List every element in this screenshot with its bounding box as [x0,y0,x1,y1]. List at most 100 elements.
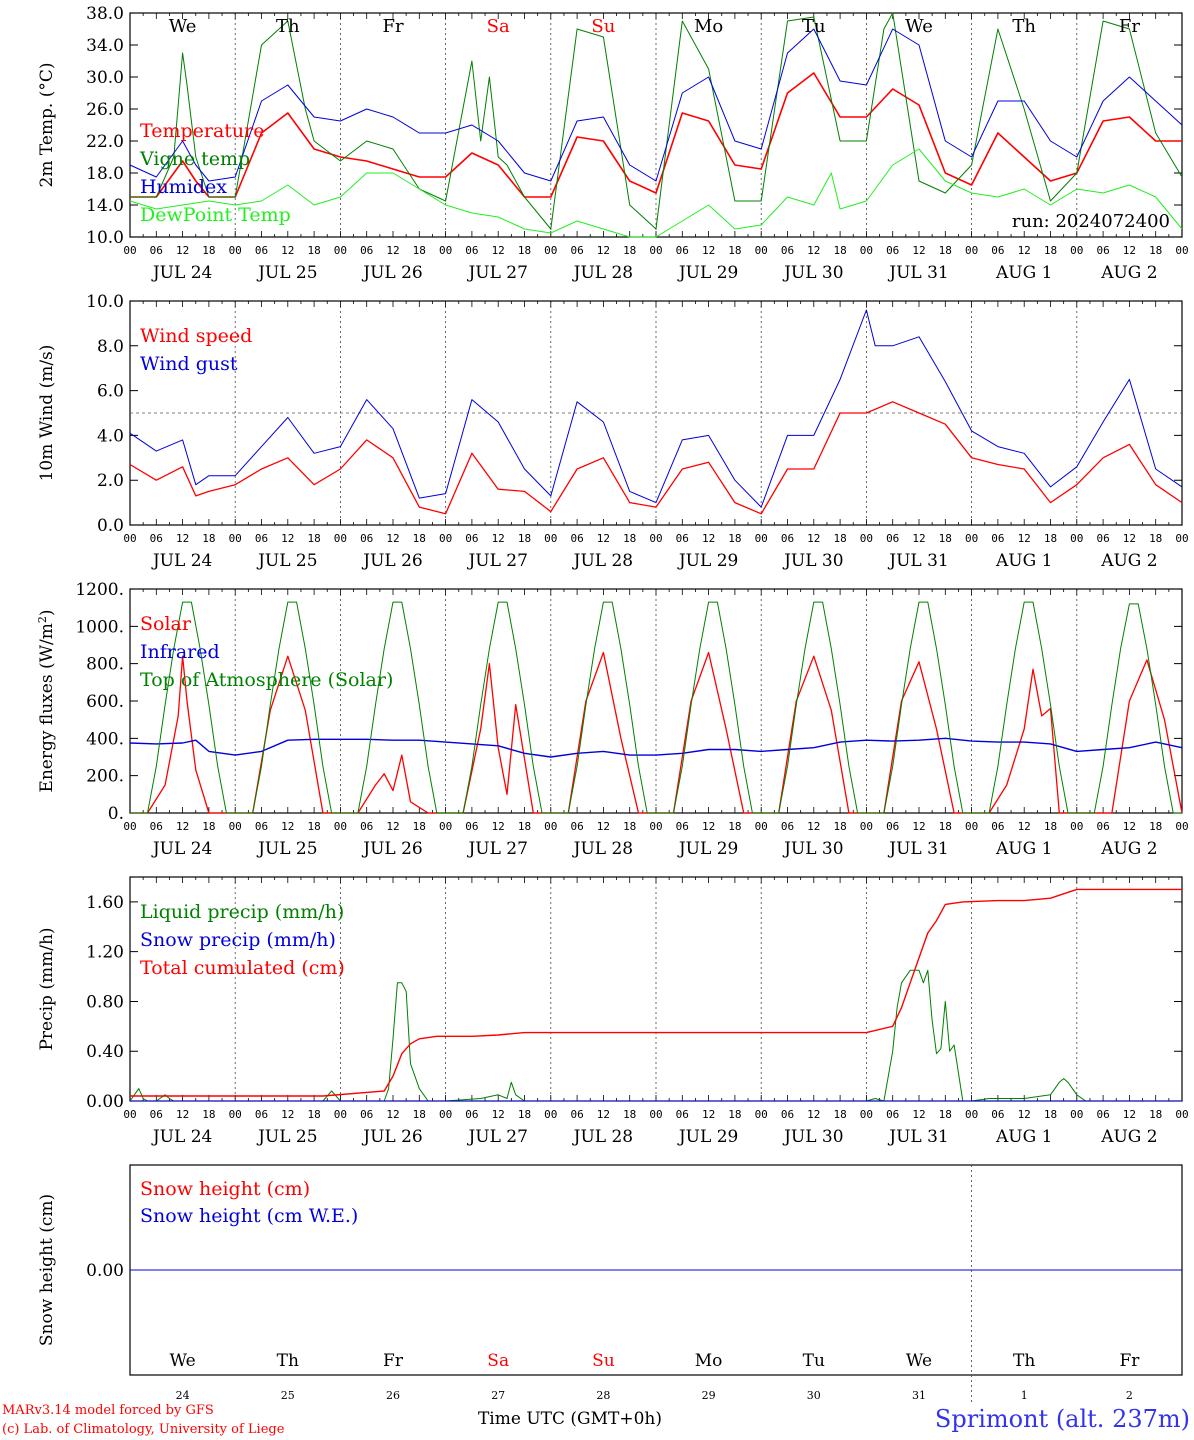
x-axis-title: Time UTC (GMT+0h) [478,1409,662,1429]
hour-tick-label: 06 [255,820,268,833]
hour-tick-label: 00 [123,244,136,257]
date-label: JUL 30 [782,551,843,571]
y-tick-label: 0.0 [97,516,124,536]
hour-tick-label: 18 [518,532,531,545]
y-axis-label: 2m Temp. (°C) [37,62,57,187]
legend-entry: Wind speed [140,325,252,347]
date-label: AUG 1 [995,551,1052,571]
hour-tick-label: 06 [886,820,899,833]
hour-tick-label: 18 [518,820,531,833]
hour-tick-label: 00 [123,532,136,545]
legend-entry: Snow height (cm) [140,1178,310,1200]
legend-entry: Wind gust [140,353,238,375]
hour-tick-label: 00 [965,1108,978,1121]
date-label: JUL 30 [782,263,843,283]
hour-tick-label: 00 [755,1108,768,1121]
day-number-label: 27 [491,1389,505,1402]
hour-tick-label: 18 [1149,820,1162,833]
hour-tick-label: 18 [623,820,636,833]
y-tick-label: 30.0 [86,68,124,88]
hour-tick-label: 00 [1175,532,1188,545]
day-number-label: 31 [912,1389,926,1402]
hour-tick-label: 06 [991,820,1004,833]
hour-tick-label: 06 [991,1108,1004,1121]
hour-tick-label: 18 [623,532,636,545]
meteogram-panels: 00 06 12 18 00 06 12 18 00 06 12 18 00 06 12 18 00 06 12 18… [36,4,1189,1405]
hour-tick-label: 12 [807,1108,820,1121]
hour-tick-label: 18 [1149,1108,1162,1121]
date-label: JUL 27 [466,1127,527,1147]
day-number-label: 24 [176,1389,190,1402]
weekday-label: Mo [694,16,723,37]
weekday-label: Sa [487,1351,509,1371]
y-tick-label: 8.0 [97,337,124,357]
date-label: JUL 31 [887,263,948,283]
hour-tick-label: 12 [912,820,925,833]
hour-tick-label: 06 [1096,820,1109,833]
hour-tick-label: 06 [1096,532,1109,545]
day-number-label: 26 [386,1389,400,1402]
hour-tick-label: 12 [597,532,610,545]
hour-tick-label: 06 [781,532,794,545]
date-label: JUL 30 [782,1127,843,1147]
series-line-2 [130,12,1183,230]
hour-tick-label: 12 [912,1108,925,1121]
hour-tick-label: 12 [912,532,925,545]
y-tick-label: 2.0 [97,471,124,491]
weekday-label: Mo [695,1351,723,1371]
hour-tick-label: 00 [965,532,978,545]
hour-tick-label: 06 [465,532,478,545]
weekday-label: Sa [487,16,510,37]
hour-tick-label: 00 [1070,820,1083,833]
date-label: JUL 29 [677,551,738,571]
hour-tick-label: 12 [281,1108,294,1121]
x-minor-ticks [129,13,1183,237]
legend-entry: Temperature [140,120,264,142]
hour-tick-label: 18 [1044,532,1057,545]
y-tick-label: 0. [108,804,124,824]
hour-tick-label: 18 [939,820,952,833]
hour-tick-label: 06 [360,244,373,257]
hour-tick-label: 18 [202,532,215,545]
hour-tick-label: 12 [176,532,189,545]
legend-entry: Total cumulated (cm) [140,957,345,979]
y-tick-label: 10.0 [86,228,124,248]
y-tick-label: 0.40 [86,1042,124,1062]
date-label: JUL 30 [782,839,843,859]
date-label: JUL 27 [466,551,527,571]
y-tick-label: 400. [86,729,124,749]
y-tick-label: 200. [86,767,124,787]
date-label: JUL 26 [361,839,422,859]
hour-tick-label: 12 [386,244,399,257]
hour-tick-label: 00 [755,244,768,257]
date-label: JUL 31 [887,1127,948,1147]
weekday-label: Su [591,16,615,37]
hour-tick-label: 00 [860,1108,873,1121]
hour-tick-label: 00 [439,820,452,833]
figure-footer: MARv3.14 model forced by GFS (c) Lab. of… [2,1403,1190,1437]
hour-tick-label: 06 [886,532,899,545]
hour-tick-label: 06 [570,532,583,545]
hour-tick-label: 06 [1096,244,1109,257]
date-label: AUG 1 [995,263,1052,283]
weekday-label: We [906,1351,932,1371]
y-tick-label: 0.80 [86,992,124,1012]
y-tick-label: 18.0 [86,164,124,184]
date-label: JUL 24 [151,263,212,283]
weekday-label: Th [277,1351,299,1371]
y-axis-label: Precip (mm/h) [37,927,57,1050]
y-tick-label: 14.0 [86,196,124,216]
hour-tick-label: 00 [1070,532,1083,545]
date-label: JUL 28 [572,551,633,571]
series-line-1 [129,401,1183,515]
hour-tick-label: 06 [676,820,689,833]
hour-tick-label: 18 [307,820,320,833]
y-tick-label: 1.60 [86,893,124,913]
hour-tick-label: 18 [307,532,320,545]
hour-tick-label: 06 [570,820,583,833]
date-label: JUL 31 [887,839,948,859]
y-axis-label: Snow height (cm) [37,1194,57,1346]
x-minor-ticks [129,877,1183,1101]
hour-tick-label: 12 [492,532,505,545]
hour-tick-label: 06 [781,244,794,257]
